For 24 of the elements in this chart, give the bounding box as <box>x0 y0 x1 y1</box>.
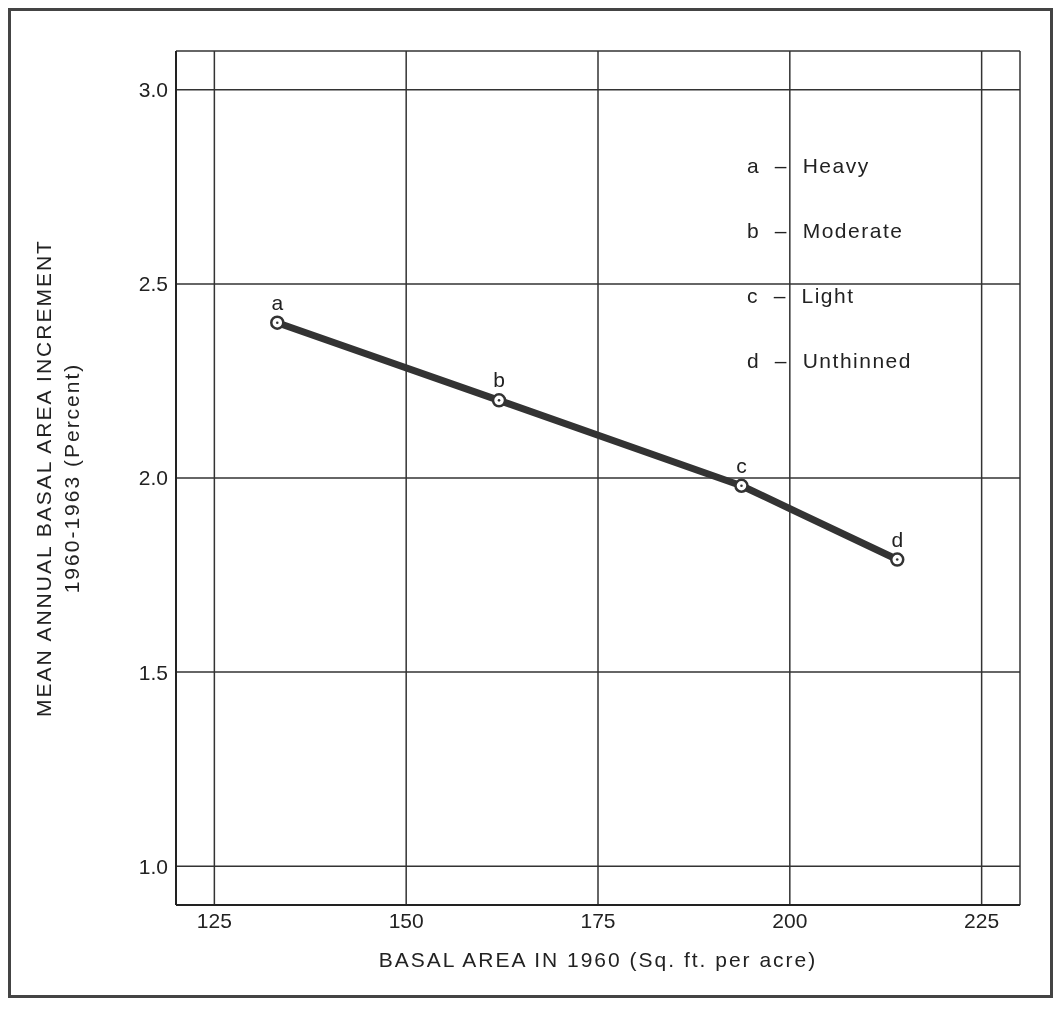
point <box>889 552 905 567</box>
annotation: a – Heavy <box>747 153 871 179</box>
x-tick-label: 200 <box>772 908 808 932</box>
x-tick-label: 150 <box>388 908 424 932</box>
y-axis-title: MEAN ANNUAL BASAL AREA INCREMENT 1960-1963 (Percent) <box>32 239 83 717</box>
point <box>734 478 749 494</box>
annotation: b <box>493 368 505 392</box>
x-tick-label: 225 <box>964 908 1000 932</box>
point <box>491 393 507 408</box>
y-tick-label: 2.5 <box>138 272 168 296</box>
annotation: c – Light <box>747 283 856 309</box>
annotation: a <box>271 290 284 314</box>
y-tick-label: 1.5 <box>138 660 168 684</box>
y-tick-label: 2.0 <box>138 466 168 490</box>
x-axis-title: BASAL AREA IN 1960 (Sq. ft. per acre) <box>378 948 818 971</box>
annotation: d – Unthinned <box>747 348 912 374</box>
annotation: b – Moderate <box>747 218 905 244</box>
x-tick-label: 175 <box>580 908 616 932</box>
point <box>270 315 285 330</box>
x-tick-label: 125 <box>196 908 232 932</box>
y-tick-label: 3.0 <box>138 78 168 102</box>
annotation: c <box>736 453 747 477</box>
annotation: d <box>891 527 904 551</box>
y-tick-label: 1.0 <box>138 854 168 878</box>
